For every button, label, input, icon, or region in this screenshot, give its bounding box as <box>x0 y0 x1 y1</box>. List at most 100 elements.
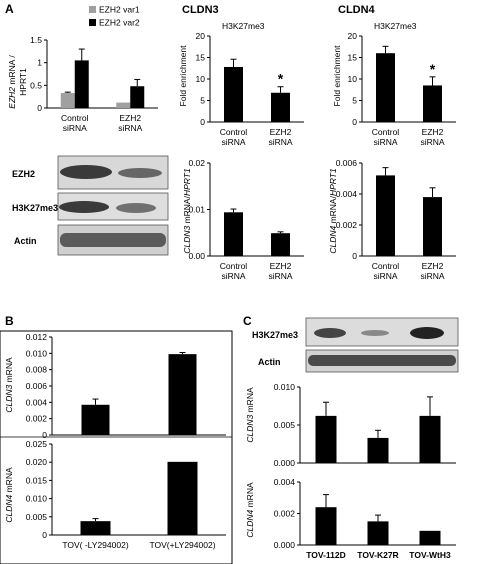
a-cldn4-mrna-category-label: Control <box>372 261 400 271</box>
a-cldn4-h3-bar <box>423 85 442 122</box>
a-cldn4-h3-ytick-label: 5 <box>352 96 357 106</box>
b-cldn4-category-label: TOV(+LY294002) <box>149 540 215 550</box>
blot-band <box>60 233 166 247</box>
a-cldn3-mrna-category-label: EZH2 <box>270 261 292 271</box>
b-cldn4-bar <box>167 461 198 535</box>
a-cldn4-mrna-bar <box>376 175 395 256</box>
blot-band <box>118 168 162 178</box>
c-cldn4-ytick-label: 0.000 <box>274 540 296 550</box>
a-ezh2-category-label: EZH2 <box>119 113 141 123</box>
blot-band <box>59 201 109 213</box>
a-ezh2-bar <box>116 102 131 108</box>
a-ezh2-category-label: Control <box>61 113 89 123</box>
a-cldn3-h3-ytick-label: 10 <box>196 74 206 84</box>
cldn4-header: CLDN4 <box>338 4 376 16</box>
a-cldn3-mrna-bar <box>271 233 290 256</box>
western-blot-c: H3K27me3 Actin <box>252 317 459 373</box>
a-cldn4-h3-ytick-label: 15 <box>348 53 358 63</box>
c-cldn3-ytick-label: 0.000 <box>274 458 296 468</box>
blot-band <box>308 355 456 366</box>
b-cldn4-bar <box>80 521 111 535</box>
a-ezh2-bar <box>74 60 89 108</box>
a-cldn4-mrna-category-label: EZH2 <box>422 261 444 271</box>
c-cldn4-ylabel: CLDN4 mRNA <box>245 482 255 538</box>
a-ezh2-ytick-label: 0.5 <box>30 80 42 90</box>
panel-label-a: A <box>5 2 14 16</box>
ezh2-ylabel-line2: HPRT1 <box>18 68 28 96</box>
cldn3-fold-ylabel: Fold enrichment <box>178 45 188 107</box>
panel-label-b: B <box>5 314 14 328</box>
a-cldn3-mrna-bar <box>224 212 243 256</box>
c-cldn4-ytick-label: 0.002 <box>274 509 296 519</box>
charts-layer: 00.511.5ControlsiRNAEZH2siRNA05101520*Co… <box>26 31 456 560</box>
b-cldn3-ylabel: CLDN3 mRNA <box>4 357 14 413</box>
a-ezh2-bar <box>60 93 75 108</box>
c-cldn4-bar <box>367 521 389 545</box>
b-cldn4-ytick-label: 0.005 <box>26 512 48 522</box>
b-cldn3-bar <box>81 404 110 435</box>
a-cldn3-h3-bar <box>271 92 290 122</box>
a-cldn3-h3-bar <box>224 66 243 122</box>
c-cldn4-bar <box>419 530 441 545</box>
b-cldn4-ytick-label: 0.015 <box>26 475 48 485</box>
a-cldn3-mrna-category-label: siRNA <box>221 271 245 281</box>
b-cldn3-ytick-label: 0.006 <box>26 381 48 391</box>
b-cldn3-ytick-label: 0.012 <box>26 332 48 342</box>
a-cldn4-mrna-category-label: siRNA <box>373 271 397 281</box>
a-cldn3-mrna-category-label: siRNA <box>268 271 292 281</box>
c-cldn4-category-label: TOV-WtH3 <box>409 550 451 560</box>
c-blot-label-h3k27me3: H3K27me3 <box>252 330 298 340</box>
blot-band <box>410 327 444 339</box>
a-cldn4-mrna-ytick-label: 0.004 <box>336 189 358 199</box>
a-cldn3-h3-category-label: siRNA <box>221 137 245 147</box>
a-cldn4-mrna-category-label: siRNA <box>420 271 444 281</box>
blot-band <box>116 203 156 213</box>
ezh2-legend: EZH2 var1 EZH2 var2 <box>89 5 140 28</box>
a-cldn3-mrna-ytick-label: 0.00 <box>188 251 205 261</box>
cldn3-header: CLDN3 <box>182 4 219 16</box>
a-ezh2-category-label: siRNA <box>118 123 142 133</box>
a-cldn3-mrna-category-label: Control <box>220 261 248 271</box>
cldn4-fold-ylabel: Fold enrichment <box>332 45 342 107</box>
b-cldn3-bar <box>168 354 197 435</box>
cldn4-h3k27me3-title: H3K27me3 <box>374 21 417 31</box>
a-ezh2-category-label: siRNA <box>63 123 87 133</box>
a-cldn4-mrna-ytick-label: 0 <box>352 251 357 261</box>
a-ezh2-bar <box>130 86 145 108</box>
a-cldn4-h3-significance-mark: * <box>430 61 436 77</box>
c-cldn3-bar <box>419 415 441 463</box>
c-cldn3-bar <box>315 415 337 463</box>
a-cldn3-h3-ytick-label: 15 <box>196 53 206 63</box>
b-cldn4-ylabel: CLDN4 mRNA <box>4 467 14 523</box>
a-cldn3-h3-category-label: siRNA <box>268 137 292 147</box>
legend-label-var2: EZH2 var2 <box>99 18 140 28</box>
c-blot-label-actin: Actin <box>258 357 281 367</box>
a-cldn3-mrna-ytick-label: 0.02 <box>188 158 205 168</box>
a-cldn3-h3-ytick-label: 0 <box>200 117 205 127</box>
b-cldn3-ytick-label: 0 <box>42 430 47 440</box>
c-cldn4-category-label: TOV-112D <box>306 550 346 560</box>
c-cldn3-ytick-label: 0.010 <box>274 382 296 392</box>
cldn4-mrna-ylabel: CLDN4 mRNA/HPRT1 <box>328 168 338 254</box>
a-cldn4-mrna-ytick-label: 0.002 <box>336 220 358 230</box>
a-cldn4-h3-ytick-label: 10 <box>348 74 358 84</box>
a-cldn3-mrna-ytick-label: 0.01 <box>188 205 205 215</box>
a-cldn4-mrna-bar <box>423 197 442 256</box>
c-cldn3-ytick-label: 0.005 <box>274 420 296 430</box>
b-cldn4-ytick-label: 0.020 <box>26 457 48 467</box>
blot-label-h3k27me3: H3K27me3 <box>12 203 58 213</box>
a-cldn4-h3-category-label: Control <box>372 127 400 137</box>
b-cldn3-ytick-label: 0.010 <box>26 348 48 358</box>
c-cldn3-ylabel: CLDN3 mRNA <box>245 387 255 443</box>
blot-label-ezh2: EZH2 <box>12 169 35 179</box>
legend-swatch-var1 <box>89 6 96 13</box>
a-cldn4-h3-category-label: siRNA <box>420 137 444 147</box>
blot-band <box>361 330 389 336</box>
b-cldn4-ytick-label: 0 <box>42 530 47 540</box>
a-cldn3-h3-category-label: Control <box>220 127 248 137</box>
a-ezh2-ytick-label: 1 <box>37 58 42 68</box>
blot-band <box>60 165 112 179</box>
c-cldn4-category-label: TOV-K27R <box>357 550 398 560</box>
b-cldn4-category-label: TOV( -LY294002) <box>62 540 128 550</box>
